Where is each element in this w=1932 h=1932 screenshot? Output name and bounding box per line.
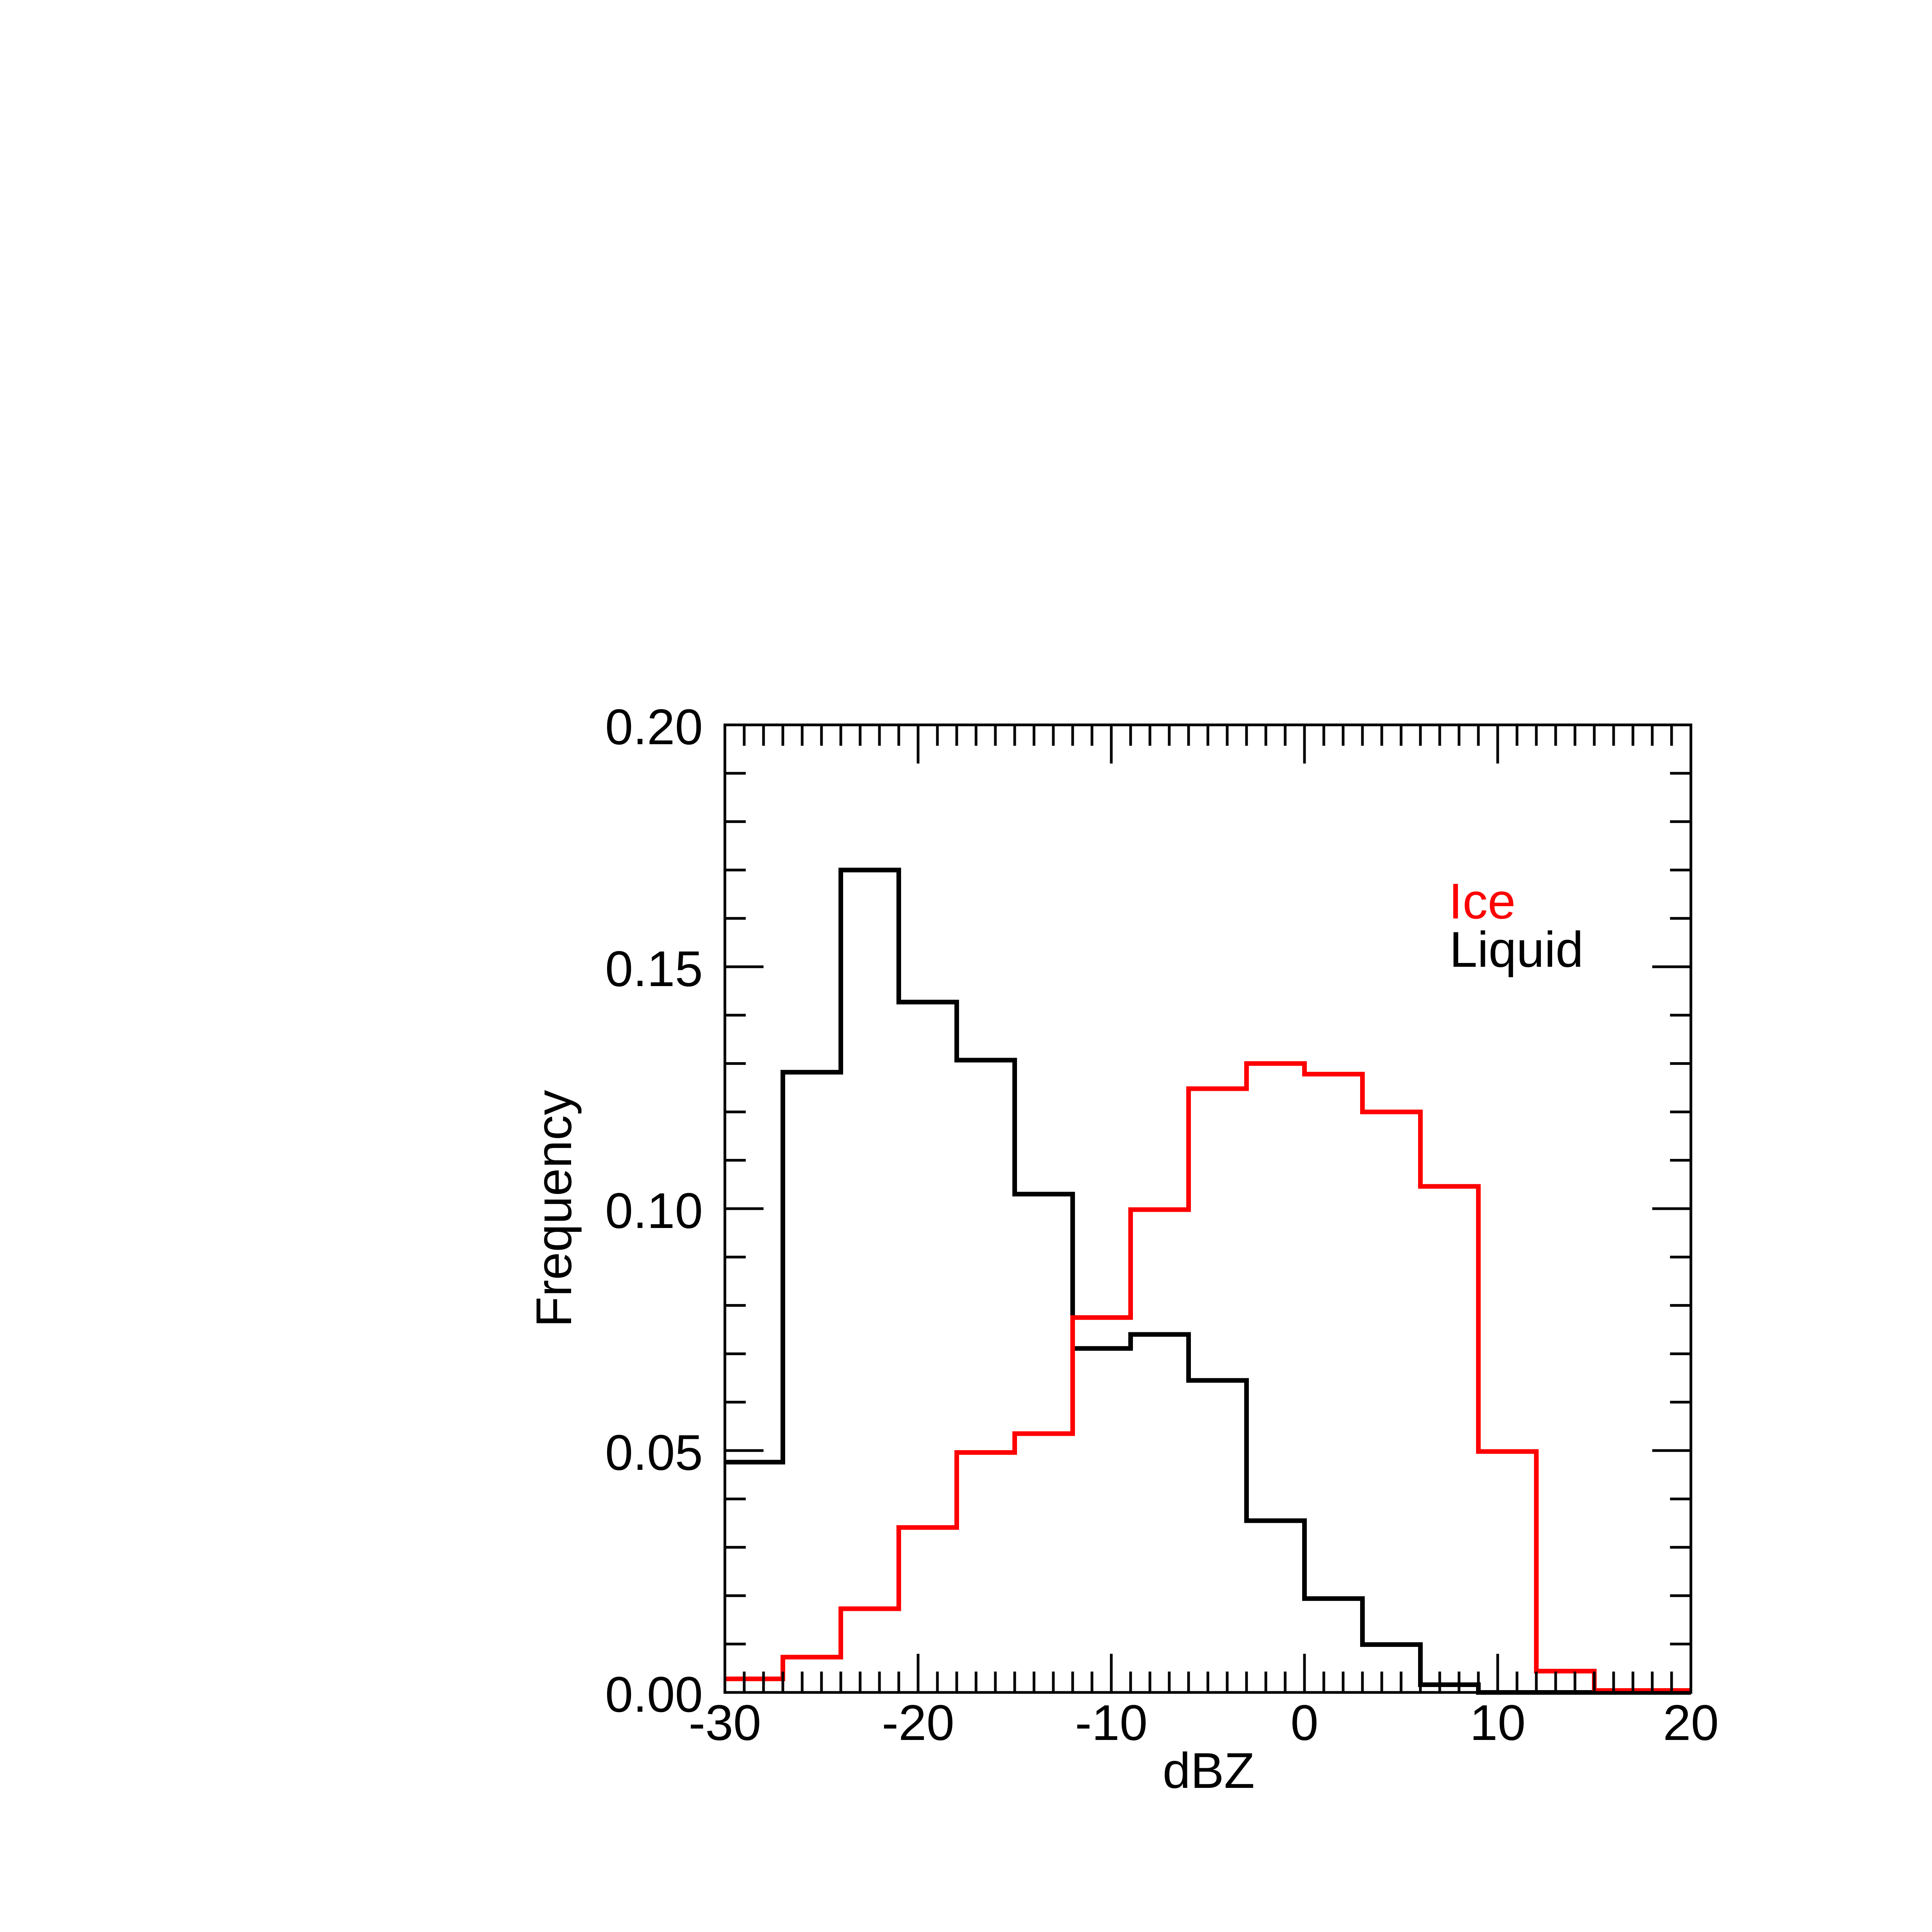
svg-text:Frequency: Frequency [526,1090,582,1327]
svg-text:20: 20 [1663,1694,1719,1751]
svg-text:0.00: 0.00 [605,1666,703,1723]
svg-text:10: 10 [1470,1694,1526,1751]
svg-text:-30: -30 [689,1694,761,1751]
svg-text:0.20: 0.20 [605,699,703,755]
svg-text:Liquid: Liquid [1449,921,1583,978]
svg-text:0: 0 [1291,1694,1318,1751]
svg-text:-10: -10 [1075,1694,1148,1751]
svg-text:-20: -20 [882,1694,954,1751]
svg-text:Ice: Ice [1449,873,1515,929]
svg-text:0.10: 0.10 [605,1182,703,1239]
svg-text:dBZ: dBZ [1163,1742,1255,1799]
svg-text:0.05: 0.05 [605,1424,703,1481]
svg-text:0.15: 0.15 [605,940,703,997]
